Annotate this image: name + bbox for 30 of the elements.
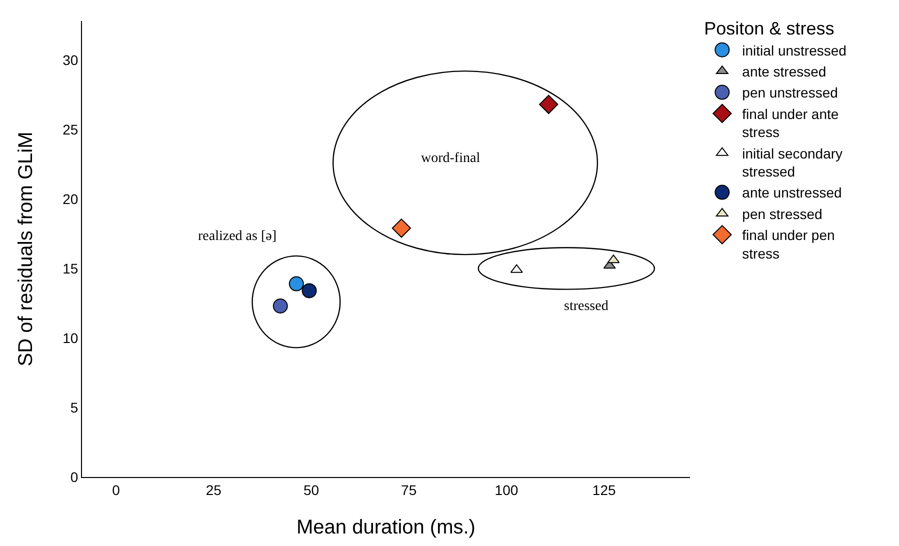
y-tick-label: 30 [62, 52, 78, 68]
point [392, 218, 412, 238]
point [302, 283, 317, 298]
legend-label: final under pen stress [742, 227, 835, 262]
point [539, 94, 558, 114]
x-tick-label: 100 [494, 482, 518, 498]
x-tick-label: 0 [112, 482, 120, 498]
annotation: word-final [421, 151, 480, 166]
legend-label: ante unstressed [742, 184, 842, 201]
y-tick-label: 15 [62, 260, 78, 276]
annotation: realized as [ə] [198, 229, 276, 244]
legend-label: initial unstressed [742, 42, 846, 58]
legend-title: Positon & stress [704, 18, 834, 38]
x-axis-title: Mean duration (ms.) [296, 516, 476, 538]
point [288, 276, 304, 292]
y-tick-label: 25 [62, 121, 78, 138]
x-tick-label: 25 [206, 482, 222, 498]
y-axis-title: SD of residuals from GLiM [15, 132, 37, 366]
legend-label: pen unstressed [742, 84, 838, 101]
point [272, 298, 288, 314]
y-tick-label: 5 [70, 399, 78, 416]
y-tick-label: 20 [62, 190, 78, 207]
x-tick-label: 50 [303, 482, 320, 498]
legend-label: pen stressed [742, 206, 822, 222]
legend-label: ante stressed [742, 64, 826, 80]
x-tick-label: 125 [592, 482, 616, 498]
y-tick-label: 0 [70, 468, 78, 485]
annotation: stressed [564, 299, 608, 314]
y-tick-label: 10 [62, 330, 78, 346]
x-tick-label: 75 [401, 482, 417, 498]
